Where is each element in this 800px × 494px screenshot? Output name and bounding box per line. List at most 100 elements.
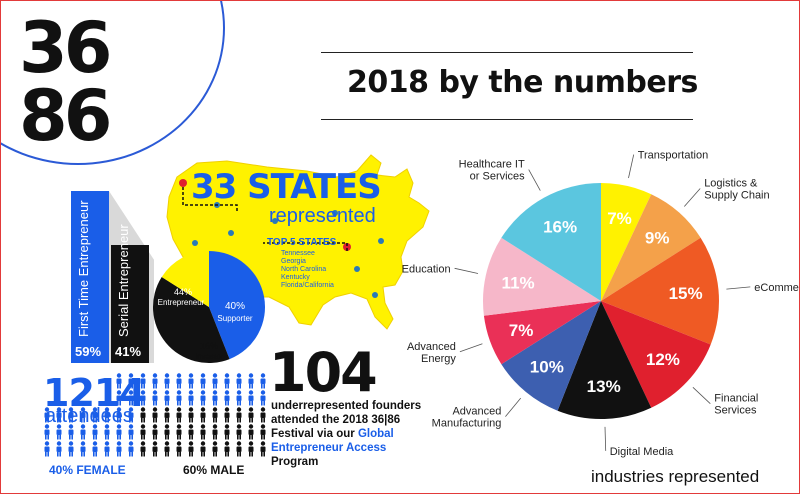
person-icon-male xyxy=(212,407,218,423)
person-icon-male xyxy=(236,407,242,423)
industry-pct-label: 10% xyxy=(530,358,564,377)
person-icon-male xyxy=(224,373,230,389)
person-icon-female xyxy=(128,407,134,423)
person-icon-female xyxy=(128,441,134,457)
industry-slice-ecommerce xyxy=(601,237,719,345)
person-icon-male xyxy=(260,390,266,406)
founders-description: underrepresented founders attended the 2… xyxy=(271,400,422,468)
person-icon-male xyxy=(188,424,194,440)
person-icon-male xyxy=(248,441,254,457)
person-icon-male xyxy=(176,373,182,389)
person-icon-female xyxy=(116,441,122,457)
industry-pct-label: 9% xyxy=(645,228,670,247)
person-icon-male xyxy=(188,441,194,457)
industry-slice-financial-services xyxy=(601,301,711,408)
male-share: 60% MALE xyxy=(183,463,245,477)
person-icon-male xyxy=(140,424,146,440)
role-slice-entrepreneur xyxy=(209,251,266,360)
person-icon-male xyxy=(200,407,206,423)
states-subline: represented xyxy=(269,205,376,227)
person-icon-male xyxy=(236,373,242,389)
industry-pct-label: 7% xyxy=(607,209,632,228)
map-pin xyxy=(272,218,278,224)
map-pin xyxy=(378,238,384,244)
industry-leader-line xyxy=(628,154,635,179)
bar-pct-serial: 41% xyxy=(115,344,142,359)
person-icon-female xyxy=(44,441,50,457)
attendee-people-grid xyxy=(44,373,266,457)
industry-leader-line xyxy=(726,286,751,290)
industry-slice-logistics-supply-chain xyxy=(601,194,701,301)
industry-slice-transportation xyxy=(601,183,652,301)
top5-item: North Carolina xyxy=(281,266,327,273)
industries-pie-chart: 7% Transportation 9% Logistics & Supply Chai… xyxy=(402,150,799,458)
person-icon-male xyxy=(236,441,242,457)
industry-slice-advanced-energy xyxy=(483,301,601,365)
person-icon-male xyxy=(212,390,218,406)
industry-category-label: Healthcare IT or Services xyxy=(459,159,526,183)
industry-leader-line xyxy=(459,343,483,353)
person-icon-female xyxy=(116,407,122,423)
program-name: Global Entrepreneur Access xyxy=(271,428,394,454)
person-icon-female xyxy=(116,390,122,406)
top5-item: Tennessee xyxy=(281,250,315,257)
industry-slice-digital-media xyxy=(557,301,652,419)
person-icon-female xyxy=(92,441,98,457)
industry-pct-label: 13% xyxy=(587,377,621,396)
person-icon-male xyxy=(188,373,194,389)
person-icon-male xyxy=(236,390,242,406)
person-icon-female xyxy=(80,441,86,457)
person-icon-male xyxy=(152,407,158,423)
role-slice-supporter xyxy=(152,276,230,364)
person-icon-male xyxy=(200,373,206,389)
industry-category-label: Digital Media xyxy=(610,446,674,458)
industry-category-label: Education xyxy=(402,263,451,275)
person-icon-male xyxy=(224,424,230,440)
person-icon-male xyxy=(248,373,254,389)
person-icon-female xyxy=(56,407,62,423)
person-icon-male xyxy=(200,424,206,440)
person-icon-male xyxy=(224,441,230,457)
person-icon-male xyxy=(140,407,146,423)
person-icon-male xyxy=(164,407,170,423)
title-rule-top xyxy=(321,52,693,53)
industry-leader-line xyxy=(604,426,607,451)
bar-first-time xyxy=(71,191,109,363)
industry-leader-line xyxy=(505,397,522,417)
bar-label-first-time: First Time Entrepreneur xyxy=(76,200,91,337)
person-icon-male xyxy=(236,424,242,440)
bar-label-serial: Serial Entrepreneur xyxy=(116,224,131,337)
person-icon-male xyxy=(260,373,266,389)
role-slice-investor xyxy=(161,251,209,307)
industry-category-label: Advanced Energy xyxy=(407,341,456,365)
person-icon-female xyxy=(116,424,122,440)
industry-leader-line xyxy=(528,169,541,191)
map-pin-highlight xyxy=(343,243,351,251)
person-icon-female xyxy=(80,407,86,423)
person-icon-female xyxy=(104,441,110,457)
top5-heading: TOP 5 STATES xyxy=(267,237,337,248)
industry-category-label: Advanced Manufacturing xyxy=(432,406,502,430)
industry-pct-label: 15% xyxy=(669,284,703,303)
person-icon-male xyxy=(152,373,158,389)
person-icon-male xyxy=(212,373,218,389)
person-icon-male xyxy=(152,424,158,440)
person-icon-female xyxy=(68,407,74,423)
person-icon-female xyxy=(128,373,134,389)
person-icon-male xyxy=(164,424,170,440)
person-icon-female xyxy=(92,407,98,423)
map-pin-highlight xyxy=(179,179,187,187)
person-icon-female xyxy=(56,441,62,457)
map-pin xyxy=(372,292,378,298)
person-icon-female xyxy=(104,424,110,440)
industry-category-label: Transportation xyxy=(638,150,709,162)
bar-serial xyxy=(111,245,149,363)
person-icon-male xyxy=(140,390,146,406)
person-icon-male xyxy=(152,390,158,406)
person-icon-male xyxy=(176,441,182,457)
top5-item: Kentucky xyxy=(281,274,310,281)
person-icon-male xyxy=(164,373,170,389)
person-icon-male xyxy=(212,441,218,457)
industry-leader-line xyxy=(692,387,711,404)
industry-category-label: Financial Services xyxy=(714,393,758,417)
